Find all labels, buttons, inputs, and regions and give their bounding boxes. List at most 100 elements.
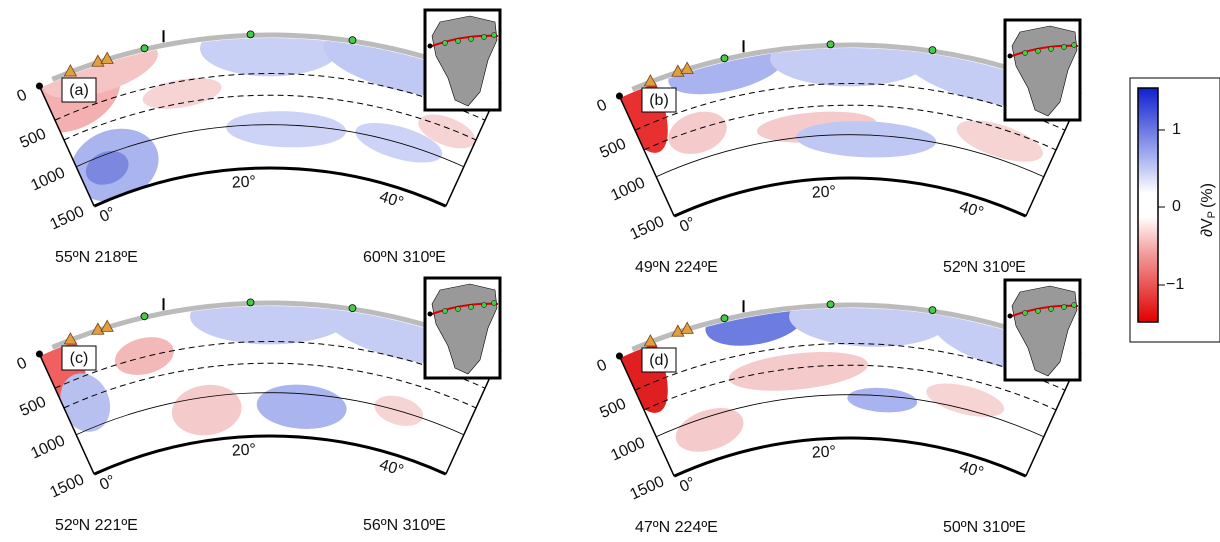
inset-land [431,15,498,107]
anomaly [926,383,1005,417]
panel-label: (b) [649,92,669,109]
bottom-arc [93,166,447,208]
anomaly [60,373,111,432]
inset-station [481,302,487,308]
station [246,298,255,307]
anomaly [728,352,869,391]
inset-land [1011,25,1078,117]
start-point [35,350,43,358]
station [140,312,149,321]
anomaly [418,114,476,149]
section [620,48,1060,162]
inset-station [455,38,461,44]
station [246,30,255,39]
end-label: 50ºN 310ºE [943,519,1026,536]
panel: 0 500 1000 1500 0° 20° 40° (d) 47ºN 224ºE 50ºN 31… [595,278,1083,536]
end-label: 56ºN 310ºE [363,517,446,534]
depth-tick-label: 1000 [608,174,648,204]
anomaly [171,384,242,436]
station [348,36,357,45]
anomaly [226,111,347,148]
inset-station [1035,48,1041,54]
distance-tick-label: 0° [97,204,118,226]
discontinuity [76,392,464,436]
anomaly [256,384,347,429]
colorbar: 1 0 −1 ∂VP (%) [1129,77,1220,343]
inset-start [1007,313,1013,319]
distance-tick-label: 20° [231,173,256,192]
bottom-arc [93,434,447,476]
start-point [615,352,623,360]
panel-label: (d) [649,352,669,369]
station [928,306,937,315]
distance-tick-label: 40° [377,456,405,479]
station [720,314,729,323]
inset-station [455,306,461,312]
start-label: 47ºN 224ºE [635,519,718,536]
start-point [615,92,623,100]
distance-tick-label: 40° [377,188,405,211]
anomaly [114,337,174,376]
discontinuity [63,94,477,141]
depth-tick-label: 1000 [608,434,648,464]
colorbar-unit: (%) [1199,183,1216,208]
discontinuity [643,364,1057,411]
anomaly [956,120,1043,162]
anomaly [675,408,744,452]
panel-label: (a) [69,82,89,99]
inset-map [1003,18,1082,122]
depth-tick-label: 1000 [28,432,68,462]
depth-tick-label: 1500 [627,213,667,243]
start-point [35,82,43,90]
depth-tick-label: 500 [597,135,628,162]
depth-tick-label: 0 [15,86,30,105]
anomaly [796,121,937,158]
discontinuity [656,134,1044,178]
distance-tick-label: 20° [231,441,256,460]
inset-station [1048,46,1054,52]
inset-map [423,8,502,112]
anomaly [847,387,918,413]
end-label: 52ºN 310ºE [943,259,1026,276]
inset-start [1007,53,1013,59]
panel: 0 500 1000 1500 0° 20° 40° (c) 52ºN 221ºE 56ºN 31… [15,276,503,534]
colorbar-label: ∂VP (%) [1199,183,1218,237]
distance-tick-label: 0° [677,474,698,496]
volcano [643,74,658,87]
inset-start [427,311,433,317]
label-box [61,77,97,103]
depth-tick-label: 0 [15,354,30,373]
anomaly [770,48,930,87]
start-label: 55ºN 218ºE [55,249,138,266]
anomaly [620,308,668,413]
inset-station [1035,308,1041,314]
inset-land [1011,285,1078,377]
colorbar-scale [1137,87,1159,323]
colorbar-subscript: P [1206,211,1218,218]
inset-station [491,300,497,306]
bottom-arc [673,176,1027,218]
depth-tick-label: 0 [595,356,610,375]
anomaly [620,48,668,153]
anomaly [190,306,350,345]
anomaly [85,150,129,185]
inset-station [1071,302,1077,308]
label-box [61,345,97,371]
inset-station [442,308,448,314]
distance-tick-label: 40° [957,458,985,481]
depth-tick-label: 1500 [627,473,667,503]
discontinuity [63,362,477,409]
inset-start [427,43,433,49]
anomaly [668,111,727,154]
colorbar-tick-label: −1 [1166,276,1184,293]
station [928,46,937,55]
inset-station [442,40,448,46]
volcano [100,51,114,64]
inset-station [491,32,497,38]
section [40,306,480,436]
distance-tick-label: 20° [811,443,836,462]
distance-tick-label: 20° [811,183,836,202]
start-label: 52ºN 221ºE [55,517,138,534]
depth-tick-label: 500 [17,125,48,152]
